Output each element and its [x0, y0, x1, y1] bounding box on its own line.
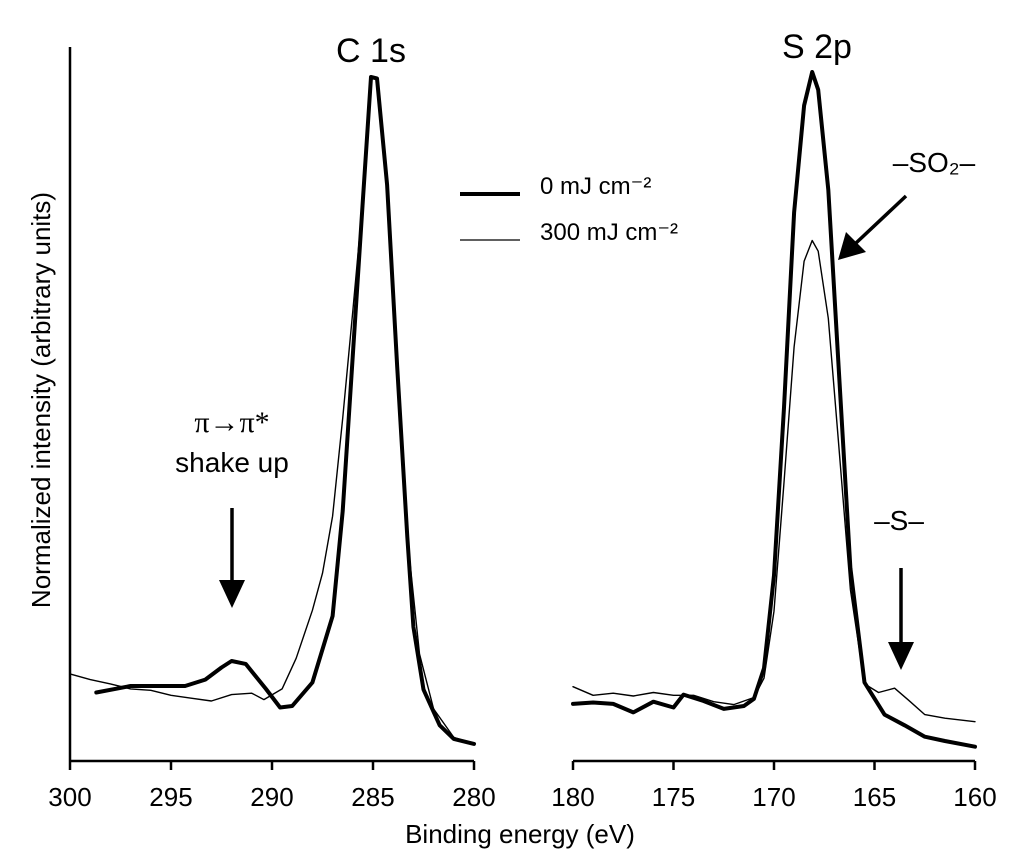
x-tick-label-c1s-0: 300 — [48, 782, 91, 812]
x-tick-label-s2p-4: 160 — [953, 782, 996, 812]
x-tick-label-c1s-1: 295 — [149, 782, 192, 812]
x-tick-label-c1s-2: 290 — [250, 782, 293, 812]
series-line-s2p-300mj — [572, 239, 976, 723]
panel-title-c1s: C 1s — [336, 32, 406, 70]
x-axis-s2p: 180 175 170 165 160 — [551, 759, 997, 812]
x-tick-label-s2p-3: 165 — [853, 782, 896, 812]
legend: 0 mJ cm⁻² 300 mJ cm⁻² — [460, 173, 678, 246]
panel-title-s2p: S 2p — [782, 28, 852, 66]
x-tick-label-c1s-3: 285 — [351, 782, 394, 812]
annotation-pi-pi-star: π→π* — [194, 406, 269, 439]
x-tick-label-c1s-4: 280 — [452, 782, 495, 812]
series-line-c1s-300mj — [69, 76, 475, 745]
legend-label-0: 0 mJ cm⁻² — [540, 173, 651, 200]
annotation-so2: –SO₂– — [893, 147, 976, 178]
series-group-s2p — [571, 70, 977, 749]
annotation-shake-up: shake up — [175, 447, 289, 478]
x-axis-title: Binding energy (eV) — [405, 819, 635, 849]
arrow-down-icon — [219, 508, 245, 608]
y-axis-title: Normalized intensity (arbitrary units) — [26, 192, 56, 608]
series-line-c1s-0mj — [94, 75, 476, 746]
x-tick-label-s2p-1: 175 — [652, 782, 695, 812]
arrow-diagonal-icon — [838, 194, 908, 260]
series-group-c1s — [69, 75, 476, 746]
x-tick-label-s2p-0: 180 — [551, 782, 594, 812]
annotation-s: –S– — [874, 505, 924, 536]
series-line-s2p-0mj — [571, 70, 977, 749]
legend-label-1: 300 mJ cm⁻² — [540, 219, 678, 246]
x-tick-label-s2p-2: 170 — [752, 782, 795, 812]
arrow-down-icon — [888, 568, 914, 670]
x-axis-c1s: 300 295 290 285 280 — [48, 759, 496, 812]
